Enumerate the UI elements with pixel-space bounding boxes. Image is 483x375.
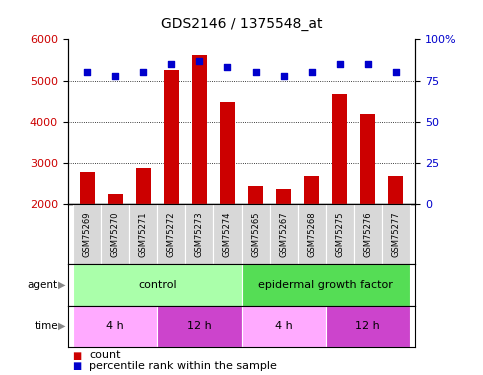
Text: GSM75270: GSM75270 xyxy=(111,211,120,257)
Bar xyxy=(270,204,298,264)
Bar xyxy=(157,306,242,347)
Point xyxy=(196,58,203,64)
Text: 4 h: 4 h xyxy=(275,321,292,331)
Text: time: time xyxy=(34,321,58,331)
Bar xyxy=(298,204,326,264)
Text: GSM75269: GSM75269 xyxy=(83,211,92,257)
Text: GSM75276: GSM75276 xyxy=(363,211,372,257)
Text: ▶: ▶ xyxy=(57,280,65,290)
Text: epidermal growth factor: epidermal growth factor xyxy=(258,280,393,290)
Text: GSM75271: GSM75271 xyxy=(139,211,148,257)
Text: ▶: ▶ xyxy=(57,321,65,331)
Point xyxy=(308,69,315,75)
Point xyxy=(224,64,231,70)
Text: GSM75277: GSM75277 xyxy=(391,211,400,257)
Bar xyxy=(242,306,326,347)
Bar xyxy=(388,176,403,204)
Bar xyxy=(360,114,375,204)
Bar xyxy=(164,70,179,204)
Bar xyxy=(304,176,319,204)
Bar xyxy=(101,204,129,264)
Text: GSM75268: GSM75268 xyxy=(307,211,316,257)
Text: 12 h: 12 h xyxy=(187,321,212,331)
Bar xyxy=(242,264,410,306)
Bar xyxy=(382,204,410,264)
Bar xyxy=(192,55,207,204)
Bar xyxy=(213,204,242,264)
Text: 12 h: 12 h xyxy=(355,321,380,331)
Text: GSM75267: GSM75267 xyxy=(279,211,288,257)
Bar xyxy=(73,204,101,264)
Text: GSM75273: GSM75273 xyxy=(195,211,204,257)
Text: 4 h: 4 h xyxy=(106,321,124,331)
Point xyxy=(280,73,287,79)
Point xyxy=(140,69,147,75)
Point xyxy=(112,73,119,79)
Point xyxy=(336,61,343,67)
Point xyxy=(84,69,91,75)
Bar xyxy=(129,204,157,264)
Text: GDS2146 / 1375548_at: GDS2146 / 1375548_at xyxy=(161,17,322,32)
Bar xyxy=(157,204,185,264)
Point xyxy=(364,61,371,67)
Bar xyxy=(332,94,347,204)
Text: agent: agent xyxy=(28,280,58,290)
Text: control: control xyxy=(138,280,177,290)
Text: GSM75274: GSM75274 xyxy=(223,211,232,257)
Text: ■: ■ xyxy=(72,361,82,370)
Bar xyxy=(108,194,123,204)
Bar xyxy=(80,172,95,204)
Bar xyxy=(242,204,270,264)
Point xyxy=(168,61,175,67)
Point xyxy=(252,69,259,75)
Text: ■: ■ xyxy=(72,351,82,360)
Point xyxy=(392,69,399,75)
Bar xyxy=(136,168,151,204)
Bar xyxy=(248,186,263,204)
Bar xyxy=(73,264,241,306)
Text: GSM75275: GSM75275 xyxy=(335,211,344,257)
Text: GSM75265: GSM75265 xyxy=(251,211,260,257)
Bar xyxy=(185,204,213,264)
Bar xyxy=(276,189,291,204)
Bar xyxy=(354,204,382,264)
Text: percentile rank within the sample: percentile rank within the sample xyxy=(89,361,277,370)
Text: count: count xyxy=(89,351,121,360)
Bar xyxy=(326,306,410,347)
Bar xyxy=(220,102,235,204)
Text: GSM75272: GSM75272 xyxy=(167,211,176,257)
Bar xyxy=(326,204,354,264)
Bar xyxy=(73,306,157,347)
